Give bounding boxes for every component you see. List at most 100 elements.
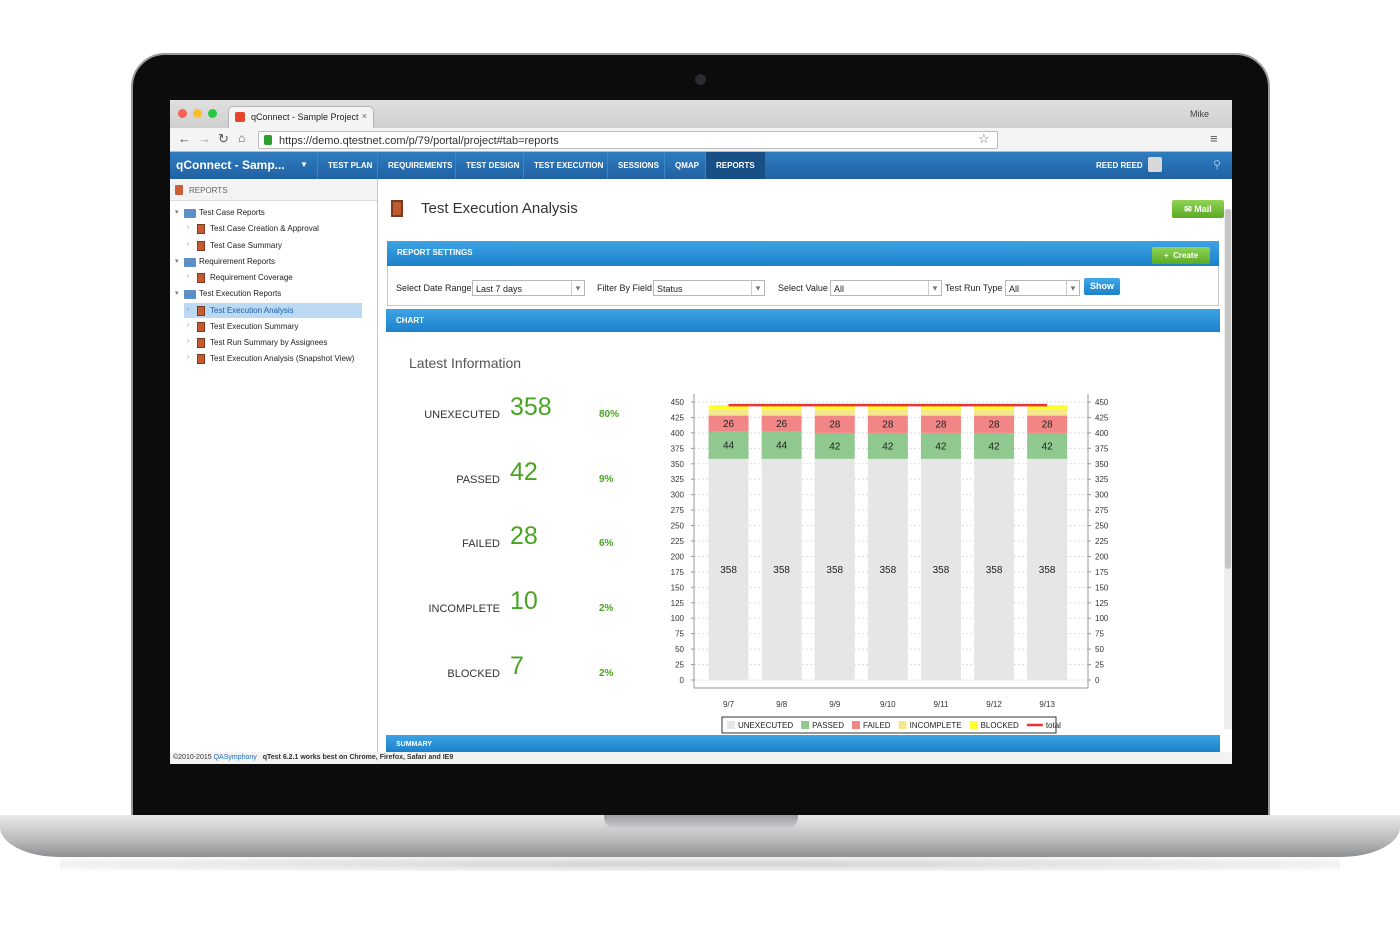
url-field[interactable]: https://demo.qtestnet.com/p/79/portal/pr… — [258, 131, 998, 149]
select-value: All — [1009, 284, 1020, 294]
y-tick-label: 25 — [675, 661, 684, 670]
chart: 0255075100125150175200225250275300325350… — [671, 394, 1109, 734]
user-avatar[interactable] — [1148, 157, 1162, 172]
x-tick-label: 9/8 — [776, 700, 788, 709]
tree-toggle[interactable]: › — [187, 273, 190, 280]
scrollbar[interactable] — [1224, 209, 1232, 729]
page-title: Test Execution Analysis — [421, 200, 578, 217]
bar-segment — [920, 432, 961, 459]
home-button[interactable]: ⌂ — [238, 131, 246, 145]
select-value: Status — [657, 284, 683, 294]
report-group[interactable]: Requirement Reports — [199, 256, 276, 266]
tree-toggle[interactable]: › — [187, 224, 190, 232]
select-field[interactable]: Last 7 days — [472, 280, 585, 296]
tree-toggle[interactable]: › — [187, 321, 190, 329]
y-tick-label: 225 — [671, 537, 685, 546]
y2-tick-label: 125 — [1095, 599, 1109, 608]
nav-menu-item[interactable]: REQUIREMENTS — [377, 152, 462, 179]
data-label: 44 — [776, 441, 788, 452]
browser-tab[interactable]: qConnect - Sample Project × — [228, 106, 374, 128]
y2-tick-label: 75 — [1095, 630, 1104, 639]
nav-menu-item[interactable]: QMAP — [664, 152, 709, 179]
y-tick-label: 50 — [675, 645, 684, 654]
chart-subtitle: Latest Information — [409, 355, 522, 371]
bar-segment — [974, 409, 1015, 416]
search-icon[interactable]: ⚲ — [1213, 159, 1222, 171]
report-item[interactable]: Test Execution Analysis (Snapshot View) — [210, 354, 355, 364]
tree-toggle[interactable]: ▾ — [175, 257, 179, 265]
y-tick-label: 100 — [671, 614, 685, 623]
project-name[interactable]: qConnect - Samp... — [176, 158, 285, 172]
y2-tick-label: 350 — [1095, 460, 1109, 469]
mail-button[interactable]: ✉ Mail — [1172, 200, 1224, 218]
report-icon — [197, 224, 205, 235]
report-item[interactable]: Requirement Coverage — [210, 273, 293, 282]
select-field[interactable]: All — [830, 280, 942, 296]
y-tick-label: 250 — [671, 522, 685, 531]
y2-tick-label: 275 — [1095, 506, 1109, 515]
screen: qConnect - Sample Project × Mike ← → ↻ ⌂… — [170, 100, 1232, 764]
nav-menu-item[interactable]: TEST DESIGN — [455, 152, 529, 179]
window-close[interactable] — [178, 109, 187, 118]
show-button[interactable]: Show — [1084, 278, 1120, 295]
report-item[interactable]: Test Execution Summary — [210, 321, 299, 331]
nav-menu-item[interactable]: TEST PLAN — [317, 152, 382, 179]
nav-menu-item[interactable]: SESSIONS — [607, 152, 669, 179]
data-label: 28 — [829, 420, 841, 431]
select-field[interactable]: All — [1005, 280, 1080, 296]
tree-toggle[interactable]: › — [187, 338, 190, 345]
report-group[interactable]: Test Case Reports — [199, 208, 265, 217]
data-label: 26 — [723, 419, 735, 430]
window-minimize[interactable] — [193, 109, 202, 118]
data-label: 28 — [1042, 420, 1054, 431]
report-item[interactable]: Test Case Summary — [210, 240, 283, 250]
y2-tick-label: 25 — [1095, 661, 1104, 670]
create-button[interactable]: + Create — [1152, 247, 1210, 264]
forward-button[interactable]: → — [198, 131, 211, 146]
scrollbar-thumb[interactable] — [1225, 209, 1231, 569]
y2-tick-label: 375 — [1095, 444, 1109, 453]
create-label: Create — [1173, 251, 1199, 260]
select-field[interactable]: Status — [653, 280, 765, 296]
nav-menu-item[interactable]: TEST EXECUTION — [523, 152, 613, 179]
tree-toggle[interactable]: ▾ — [175, 209, 179, 216]
window-maximize[interactable] — [208, 109, 217, 118]
report-item[interactable]: Test Case Creation & Approval — [210, 224, 319, 234]
report-group[interactable]: Test Execution Reports — [199, 289, 282, 299]
shadow — [60, 857, 1340, 871]
reload-button[interactable]: ↻ — [218, 131, 229, 146]
data-label: 358 — [986, 565, 1003, 576]
y-tick-label: 200 — [671, 552, 685, 561]
project-dropdown[interactable]: ▼ — [300, 160, 308, 169]
data-label: 42 — [935, 441, 947, 452]
back-button[interactable]: ← — [178, 131, 191, 146]
settings-fields: Select Date Range Last 7 days Filter By Fi… — [379, 179, 1232, 309]
x-tick-label: 9/10 — [880, 700, 896, 709]
bookmark-star[interactable]: ☆ — [978, 131, 990, 146]
legend-swatch — [969, 721, 978, 729]
report-item[interactable]: Test Execution Analysis — [210, 305, 294, 315]
user-name[interactable]: REED REED — [1096, 161, 1143, 170]
y2-tick-label: 175 — [1095, 568, 1109, 577]
bar-segment — [867, 409, 908, 416]
tree-toggle[interactable]: › — [187, 305, 190, 313]
bar-segment — [920, 415, 961, 433]
company-link[interactable]: QASymphony — [213, 754, 257, 761]
summary-header-bar: SUMMARY — [386, 735, 1220, 752]
sidebar-header-bar: REPORTS — [170, 179, 377, 201]
tab-close[interactable]: × — [361, 111, 367, 121]
data-label: 42 — [988, 441, 1000, 452]
nav-menu-item[interactable]: REPORTS — [705, 152, 765, 179]
y2-tick-label: 200 — [1095, 552, 1109, 561]
bar-segment — [708, 415, 749, 432]
tree-toggle[interactable]: ▾ — [175, 290, 179, 298]
tree-toggle[interactable]: › — [187, 354, 190, 362]
summary-header: SUMMARY — [396, 741, 432, 748]
tree-toggle[interactable]: › — [187, 240, 190, 248]
browser-menu[interactable]: ≡ — [1210, 131, 1218, 146]
data-label: 42 — [829, 441, 841, 452]
report-item[interactable]: Test Run Summary by Assignees — [210, 338, 328, 347]
y-tick-label: 125 — [671, 599, 685, 608]
data-label: 358 — [1039, 565, 1056, 576]
stat-value: 42 — [510, 457, 538, 486]
